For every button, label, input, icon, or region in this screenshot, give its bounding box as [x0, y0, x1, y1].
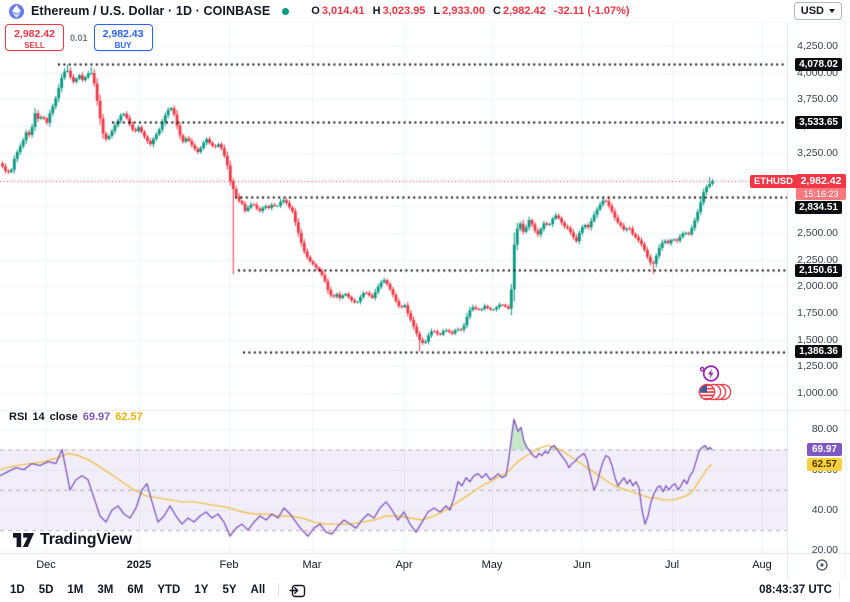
ohlc-key: O: [311, 5, 320, 17]
tradingview-mark-icon: [13, 533, 34, 547]
level-label: 2,150.61: [795, 263, 842, 277]
range-button-5y[interactable]: 5Y: [222, 584, 237, 596]
rsi-ma-value-label: 62.57: [806, 457, 842, 471]
price-tick-label: 3,250.00: [797, 146, 838, 159]
range-button-3m[interactable]: 3M: [97, 584, 114, 596]
rsi-indicator-header[interactable]: RSI 14 close 69.97 62.57: [9, 411, 143, 423]
price-tick-label: 1,250.00: [797, 360, 838, 373]
rsi-name: RSI: [9, 411, 28, 423]
rsi-value-label: 69.97: [806, 442, 842, 456]
price-tick-label: 4,250.00: [797, 40, 838, 52]
level-label: 2,834.51: [795, 201, 842, 215]
range-button-1m[interactable]: 1M: [67, 584, 84, 596]
ohlc-key: L: [433, 5, 441, 17]
range-button-5d[interactable]: 5D: [38, 584, 54, 596]
rsi-value: 69.97: [82, 411, 111, 423]
goto-date-icon[interactable]: [289, 583, 306, 598]
time-axis-label: Feb: [219, 559, 239, 571]
market-status-dot[interactable]: [282, 7, 290, 15]
tradingview-logo[interactable]: TradingView: [12, 531, 132, 549]
time-axis-label: Apr: [395, 559, 413, 571]
order-panel: 2,982.42 SELL 0.01 2,982.43 BUY: [5, 24, 153, 51]
rsi-tick-label: 20.00: [811, 544, 838, 557]
price-tick-label: 1,000.00: [797, 387, 838, 399]
level-label: 4,078.02: [795, 57, 842, 71]
currency-label: USD: [800, 5, 824, 17]
clock-utc[interactable]: 08:43:37 UTC: [759, 584, 832, 596]
level-label: 1,386.36: [795, 345, 842, 359]
range-buttons: 1D 5D 1M 3M 6M YTD 1Y 5Y All: [3, 578, 272, 602]
buy-price: 2,982.43: [102, 28, 144, 40]
currency-dropdown[interactable]: USD: [793, 2, 842, 20]
sell-price: 2,982.42: [14, 28, 55, 40]
ohlc-value: 3,014.41: [321, 5, 365, 17]
time-axis-label: May: [481, 559, 503, 571]
time-axis-label: 2025: [126, 559, 152, 571]
buy-button[interactable]: 2,982.43 BUY: [93, 24, 153, 51]
ohlc-value: 3,023.95: [382, 5, 426, 17]
bottom-toolbar: 1D 5D 1M 3M 6M YTD 1Y 5Y All 08:43:37 UTC: [0, 578, 850, 602]
current-price-countdown: 15:16:23: [796, 188, 846, 201]
range-button-1d[interactable]: 1D: [10, 584, 25, 596]
current-symbol-tag: ETHUSD: [749, 174, 797, 188]
axis-settings-icon[interactable]: [815, 558, 829, 572]
toolbar-divider: [278, 583, 280, 597]
price-tick-label: 2,500.00: [797, 226, 838, 239]
rsi-ma-value: 62.57: [115, 411, 143, 423]
sell-label: SELL: [24, 41, 45, 50]
symbol-title[interactable]: Ethereum / U.S. Dollar · 1D · COINBASE: [31, 4, 271, 18]
price-change: -32.11 (-1.07%): [553, 5, 630, 17]
rsi-tick-label: 80.00: [811, 423, 838, 436]
chart-floating-icons: [697, 364, 737, 404]
current-price-label: 2,982.42: [796, 174, 846, 189]
price-tick-label: 2,250.00: [797, 253, 838, 266]
ethereum-icon: [9, 3, 24, 19]
price-tick-label: 1,500.00: [797, 333, 838, 346]
symbol-header: Ethereum / U.S. Dollar · 1D · COINBASE O…: [0, 0, 850, 22]
price-tick-label: 1,750.00: [797, 306, 838, 319]
rsi-tick-label: 40.00: [811, 503, 838, 516]
price-tick-label: 2,000.00: [797, 280, 838, 293]
chevron-down-icon: [829, 9, 835, 13]
spread-value: 0.01: [70, 32, 88, 43]
ohlc-key: C: [493, 5, 501, 17]
time-axis-label: Jul: [664, 559, 680, 571]
range-button-6m[interactable]: 6M: [127, 584, 144, 596]
ohlc-values: O 3,014.41 H 3,023.95 L 2,933.00 C 2,982.42: [303, 5, 546, 17]
range-button-ytd[interactable]: YTD: [157, 584, 181, 596]
level-label: 3,533.65: [795, 115, 842, 129]
tradingview-logo-text: TradingView: [40, 531, 132, 548]
price-tick-label: 3,750.00: [797, 93, 838, 106]
time-axis-label: Mar: [302, 559, 322, 571]
ohlc-value: 2,982.42: [502, 5, 546, 17]
range-button-all[interactable]: All: [250, 584, 266, 596]
boost-lightning-icon[interactable]: [699, 364, 721, 383]
rsi-source: close: [49, 411, 78, 423]
ohlc-value: 2,933.00: [442, 5, 485, 17]
sell-button[interactable]: 2,982.42 SELL: [5, 24, 64, 51]
range-button-1y[interactable]: 1Y: [194, 584, 209, 596]
time-axis-label: Jun: [573, 559, 591, 571]
toolbar-right-divider: [839, 582, 840, 598]
time-axis-label: Aug: [752, 559, 772, 571]
usd-flag-icon[interactable]: [697, 383, 733, 401]
time-axis-label: Dec: [36, 559, 56, 571]
buy-label: BUY: [114, 41, 132, 50]
rsi-length: 14: [32, 411, 45, 423]
ohlc-key: H: [372, 5, 381, 17]
